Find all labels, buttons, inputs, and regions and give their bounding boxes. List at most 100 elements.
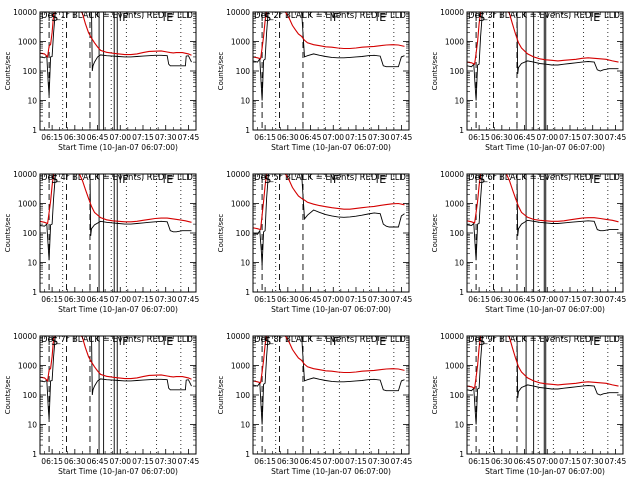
y-tick-label: 10 [27, 259, 37, 268]
series-group [467, 336, 619, 425]
y-axis-label: Counts/sec [4, 52, 12, 91]
y-tick-label: 1000 [445, 200, 464, 209]
x-tick-label: 07:45 [605, 457, 627, 466]
marker-label: S [478, 335, 485, 348]
x-tick-label: 07:45 [178, 457, 200, 466]
marker-label: S [264, 11, 271, 24]
x-tick-label: 07:00 [536, 133, 558, 142]
reference-lines [475, 336, 609, 454]
y-tick-label: 100 [236, 391, 251, 400]
y-tick-label: 100 [450, 67, 465, 76]
events-series-line [467, 174, 619, 261]
x-tick-label: 06:30 [277, 457, 299, 466]
x-tick-label: 07:30 [582, 133, 604, 142]
x-axis-label: Start Time (10-Jan-07 06:07:00) [271, 143, 391, 152]
x-tick-label: 07:30 [582, 457, 604, 466]
x-tick-label: 07:30 [368, 133, 390, 142]
marker-label: E [593, 11, 600, 24]
y-tick-label: 10 [454, 259, 464, 268]
y-axis-label: Counts/sec [4, 214, 12, 253]
x-tick-label: 07:30 [368, 457, 390, 466]
x-tick-label: 06:30 [64, 295, 86, 304]
x-tick-label: 07:00 [536, 295, 558, 304]
y-tick-label: 10 [240, 97, 250, 106]
x-tick-label: 07:15 [132, 295, 154, 304]
panel-title: Det_8r BLACK = Events, RED = LLD [254, 335, 406, 345]
x-axis-label: Start Time (10-Jan-07 06:07:00) [271, 305, 391, 314]
marker-label: F [122, 335, 128, 348]
series-group [40, 12, 192, 96]
marker-label: E [166, 335, 173, 348]
plot-frame [252, 335, 410, 455]
y-axis-label: Counts/sec [431, 214, 439, 253]
lld-series-line [467, 12, 619, 66]
y-tick-label: 1 [32, 126, 37, 135]
x-tick-label: 07:15 [132, 457, 154, 466]
x-tick-label: 07:30 [582, 295, 604, 304]
series-group [40, 174, 192, 261]
x-tick-label: 07:00 [536, 457, 558, 466]
x-tick-label: 06:15 [254, 133, 276, 142]
marker-label: S [51, 335, 58, 348]
y-tick-label: 1000 [18, 38, 37, 47]
plot-frame [252, 11, 410, 131]
y-tick-label: 100 [450, 391, 465, 400]
y-tick-label: 10 [27, 421, 37, 430]
reference-lines [261, 12, 395, 130]
y-tick-label: 10000 [13, 332, 37, 341]
lld-series-line [253, 174, 405, 231]
events-series-line [253, 12, 405, 101]
marker-label: S [478, 173, 485, 186]
y-axis-label: Counts/sec [217, 376, 225, 415]
series-group [40, 336, 192, 420]
panels-layer: Det_1r BLACK = Events, RED = LLDCounts/s… [4, 8, 626, 476]
marker-label: F [122, 173, 128, 186]
marker-label: E [593, 173, 600, 186]
lld-series-line [40, 174, 192, 225]
x-axis-label: Start Time (10-Jan-07 06:07:00) [271, 467, 391, 476]
x-tick-label: 07:15 [132, 133, 154, 142]
y-tick-label: 10000 [440, 170, 464, 179]
lld-series-line [40, 336, 192, 383]
events-series-line [253, 174, 405, 266]
x-tick-label: 07:00 [109, 133, 131, 142]
y-tick-label: 10000 [226, 8, 250, 17]
x-tick-label: 06:45 [87, 295, 109, 304]
x-tick-label: 07:30 [368, 295, 390, 304]
y-tick-label: 100 [450, 229, 465, 238]
marker-label: F [333, 11, 339, 24]
marker-label: S [51, 11, 58, 24]
panel-3r: Det_3r BLACK = Events, RED = LLDCounts/s… [431, 8, 626, 152]
reference-lines [48, 336, 182, 454]
marker-label: E [379, 335, 386, 348]
x-tick-label: 07:15 [345, 295, 367, 304]
lld-series-line [467, 174, 619, 224]
series-group [467, 174, 619, 261]
panel-6r: Det_6r BLACK = Events, RED = LLDCounts/s… [431, 170, 626, 314]
marker-label: E [166, 173, 173, 186]
events-series-line [40, 336, 192, 420]
x-tick-label: 06:30 [491, 133, 513, 142]
x-axis-label: Start Time (10-Jan-07 06:07:00) [58, 143, 178, 152]
y-axis-label: Counts/sec [217, 52, 225, 91]
x-axis-label: Start Time (10-Jan-07 06:07:00) [485, 305, 605, 314]
y-axis-label: Counts/sec [431, 376, 439, 415]
x-tick-label: 07:45 [178, 133, 200, 142]
panel-9r: Det_9r BLACK = Events, RED = LLDCounts/s… [431, 332, 626, 476]
plot-frame [39, 11, 197, 131]
x-axis-label: Start Time (10-Jan-07 06:07:00) [485, 467, 605, 476]
marker-label: S [264, 173, 271, 186]
events-series-line [253, 336, 405, 425]
x-tick-label: 06:45 [300, 457, 322, 466]
x-tick-label: 06:30 [277, 133, 299, 142]
y-tick-label: 1000 [231, 362, 250, 371]
lld-series-line [40, 12, 192, 59]
y-tick-label: 10 [240, 259, 250, 268]
reference-lines [48, 174, 182, 292]
panel-title: Det_5r BLACK = Events, RED = LLD [254, 173, 406, 183]
marker-label: F [333, 335, 339, 348]
y-tick-label: 10000 [440, 8, 464, 17]
panel-4r: Det_4r BLACK = Events, RED = LLDCounts/s… [4, 170, 199, 314]
panel-1r: Det_1r BLACK = Events, RED = LLDCounts/s… [4, 8, 199, 152]
